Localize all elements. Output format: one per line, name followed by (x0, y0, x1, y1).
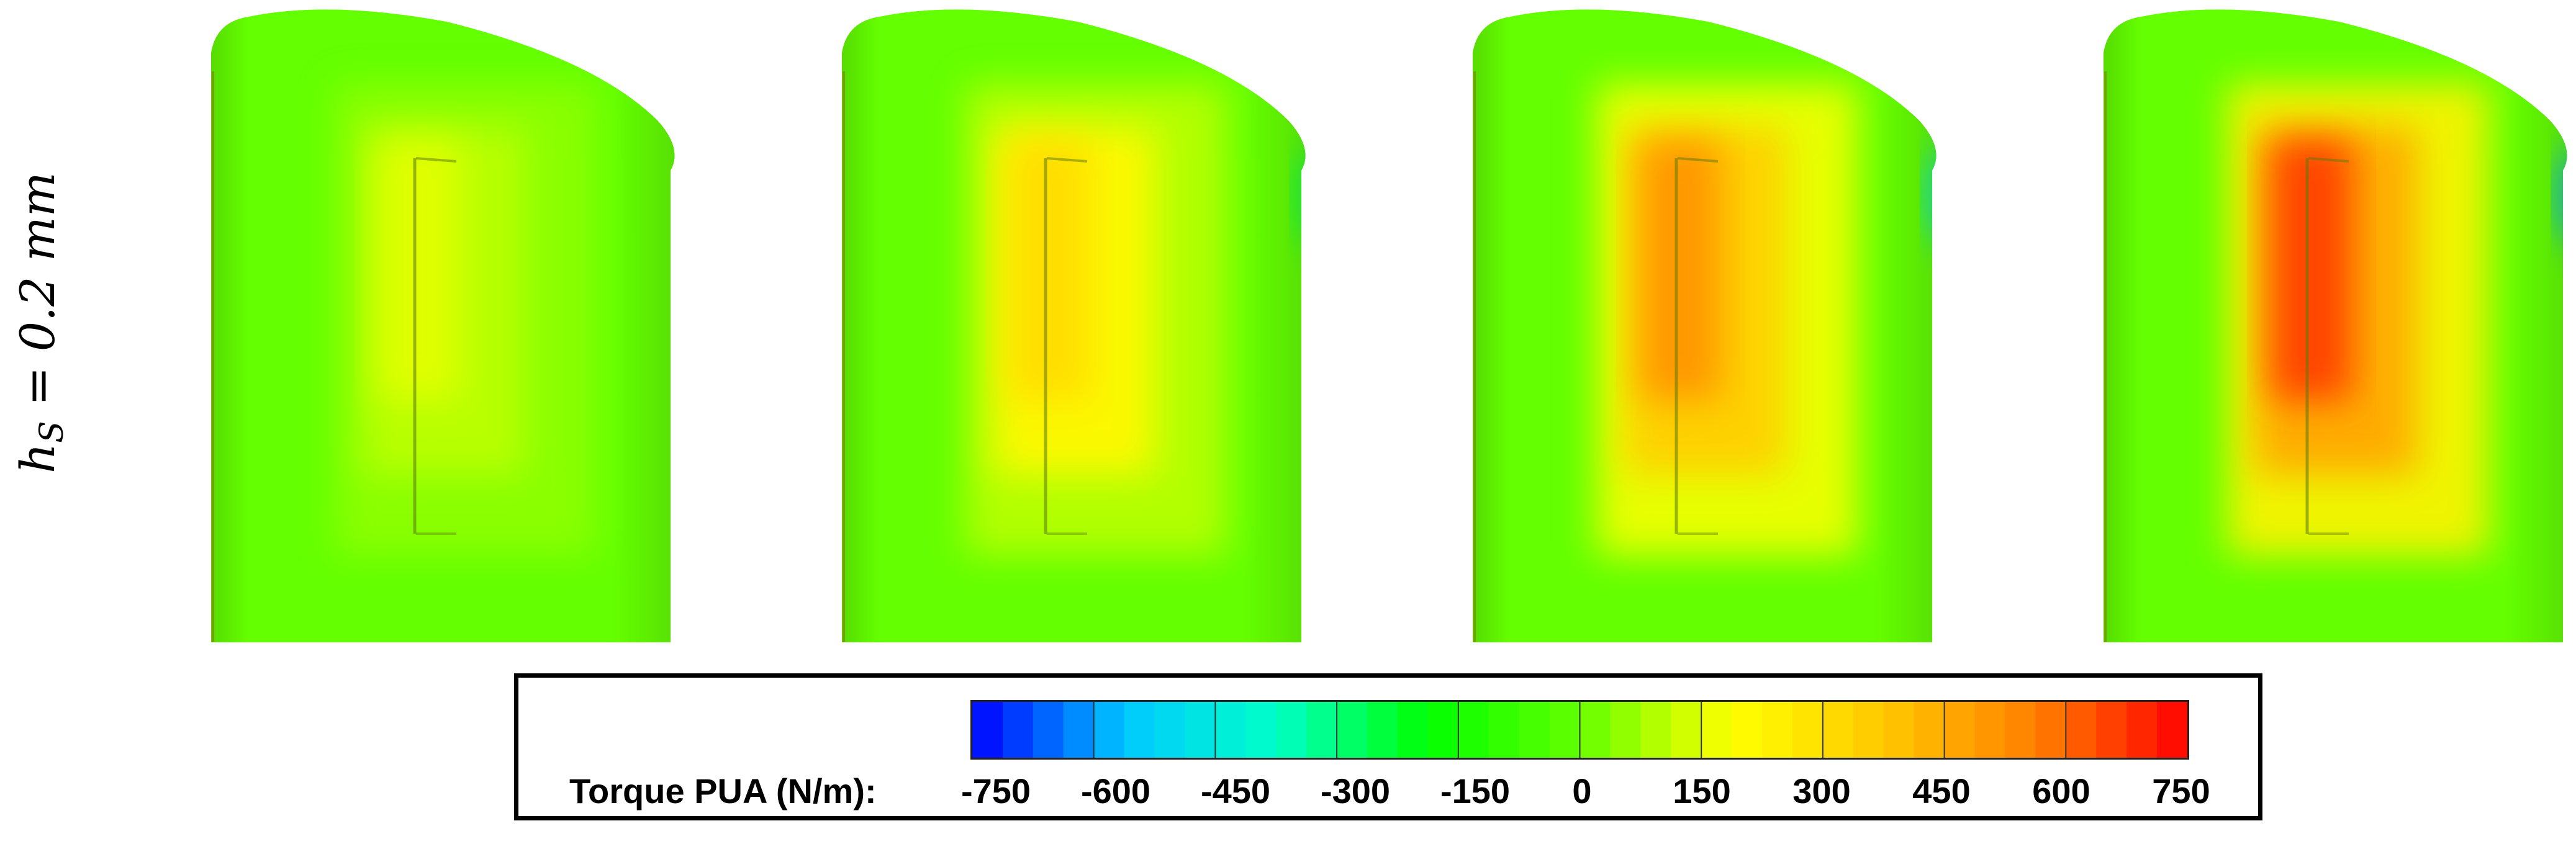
colorbar-band (1367, 702, 1398, 758)
colorbar-band (1185, 702, 1216, 758)
colorbar-band (1002, 702, 1034, 758)
colorbar-band (1549, 702, 1581, 758)
colorbar-band (1306, 702, 1337, 758)
colorbar-band (1640, 702, 1672, 758)
colorbar-tick-label: -600 (1080, 771, 1151, 810)
colorbar-band (1337, 702, 1368, 758)
row-label-variable: h (10, 442, 66, 474)
row-label-text: hS = 0.2 mm (10, 172, 71, 474)
colorbar-tick-label: 450 (1912, 771, 1971, 810)
colorbar-band (2126, 702, 2158, 758)
colorbar-band (1762, 702, 1793, 758)
colorbar-band (1732, 702, 1763, 758)
colorbar-band (1853, 702, 1884, 758)
colorbar-tick-label: 300 (1792, 771, 1851, 810)
colorbar-band (1215, 702, 1247, 758)
colorbar-band (2035, 702, 2067, 758)
colorbar-band (1488, 702, 1520, 758)
contour-panel-2 (842, 9, 1314, 642)
row-label-subscript: S (34, 421, 71, 443)
colorbar-tick-label: -150 (1440, 771, 1511, 810)
colorbar-band (1701, 702, 1732, 758)
colorbar-band (1944, 702, 1976, 758)
colorbar-tick-label: -300 (1320, 771, 1391, 810)
colorbar-band (1397, 702, 1429, 758)
colorbar-band (1154, 702, 1186, 758)
colorbar-band (1093, 702, 1125, 758)
colorbar-band (1974, 702, 2006, 758)
colorbar-band (1124, 702, 1155, 758)
colorbar-band (1276, 702, 1307, 758)
colorbar-title: Torque PUA (N/m): (569, 771, 877, 810)
colorbar-band (1883, 702, 1915, 758)
colorbar-band (1427, 702, 1459, 758)
contour-panel-3 (1473, 9, 1945, 642)
colorbar-band (1914, 702, 1945, 758)
colorbar-tick-label: 150 (1673, 771, 1731, 810)
colorbar-tick-label: 600 (2032, 771, 2090, 810)
colorbar-tick-label: -750 (960, 771, 1031, 810)
colorbar-band (1519, 702, 1550, 758)
colorbar-band (2066, 702, 2097, 758)
colorbar-tick-label: -450 (1200, 771, 1271, 810)
colorbar-legend: Torque PUA (N/m): -750 -600 -450 -300 -1… (514, 673, 2262, 820)
colorbar-band (1671, 702, 1702, 758)
row-label: hS = 0.2 mm (6, 0, 75, 645)
colorbar-band (2005, 702, 2036, 758)
contour-panel-4 (2104, 9, 2575, 642)
colorbar-band (1458, 702, 1489, 758)
colorbar-band (1822, 702, 1854, 758)
colorbar-band (1033, 702, 1064, 758)
colorbar-band (1245, 702, 1277, 758)
colorbar-tick-label: 0 (1572, 771, 1592, 810)
row-label-relation: = 0.2 mm (10, 172, 66, 421)
colorbar-gradient (970, 700, 2189, 760)
colorbar-band (1792, 702, 1824, 758)
colorbar-band (972, 702, 1003, 758)
colorbar-band (1610, 702, 1642, 758)
colorbar-band (1063, 702, 1095, 758)
contour-panel-1 (211, 9, 683, 642)
colorbar-band (1579, 702, 1611, 758)
colorbar-band (2096, 702, 2127, 758)
colorbar-tick-label: 750 (2152, 771, 2210, 810)
colorbar-band (2157, 702, 2187, 758)
